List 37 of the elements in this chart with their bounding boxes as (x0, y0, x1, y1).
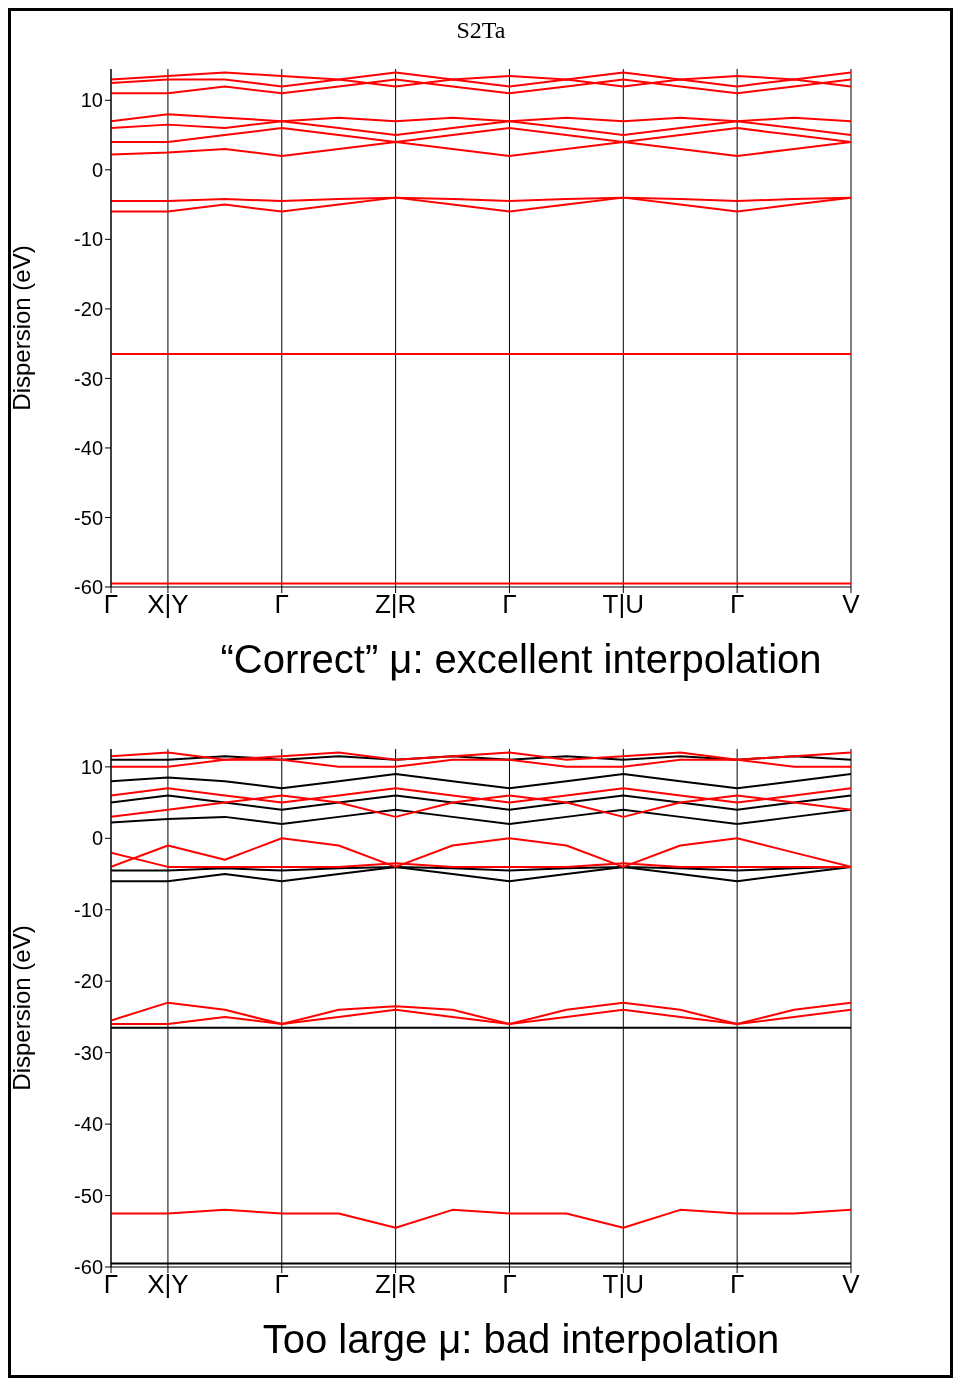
chart-title: S2Ta (455, 16, 507, 45)
y-tick-label: -20 (74, 297, 103, 320)
y-tick-label: -30 (74, 367, 103, 390)
y-tick-label: -50 (74, 506, 103, 529)
y-tick-label: 0 (91, 827, 103, 850)
y-axis-title: Dispersion (eV) (7, 245, 35, 411)
y-tick-label: -10 (74, 228, 103, 251)
x-tick-label: Γ (729, 589, 745, 620)
x-tick-label: Z|R (374, 1269, 417, 1300)
x-tick-label: X|Y (147, 1269, 189, 1300)
x-tick-label: V (842, 1269, 861, 1300)
y-tick-label: -60 (74, 1256, 103, 1279)
y-tick-label: -20 (74, 970, 103, 993)
y-axis-title: Dispersion (eV) (7, 925, 35, 1091)
y-tick-label: -40 (74, 437, 103, 460)
x-tick-label: Γ (729, 1269, 745, 1300)
x-tick-label: T|U (602, 589, 645, 620)
x-tick-label: V (842, 589, 861, 620)
x-tick-label: Γ (502, 1269, 517, 1300)
x-tick-label: T|U (602, 1269, 645, 1300)
text: “Correct” μ: excellent interpolation (219, 637, 823, 682)
x-tick-label: Γ (103, 1269, 119, 1300)
y-tick-label: 10 (80, 755, 103, 778)
y-tick-label: -30 (74, 1041, 103, 1064)
x-tick-label: Γ (274, 589, 289, 620)
y-tick-label: 0 (91, 158, 103, 181)
x-tick-label: X|Y (147, 589, 189, 620)
x-tick-label: Γ (103, 589, 119, 620)
x-tick-label: Γ (502, 589, 517, 620)
y-tick-label: -60 (74, 576, 103, 599)
text: Too large μ: bad interpolation (261, 1317, 781, 1362)
x-tick-label: Z|R (374, 589, 417, 620)
y-tick-label: 10 (80, 89, 103, 112)
y-tick-label: -40 (74, 1113, 103, 1136)
y-tick-label: -50 (74, 1184, 103, 1207)
x-tick-label: Γ (274, 1269, 289, 1300)
y-tick-label: -10 (74, 898, 103, 921)
